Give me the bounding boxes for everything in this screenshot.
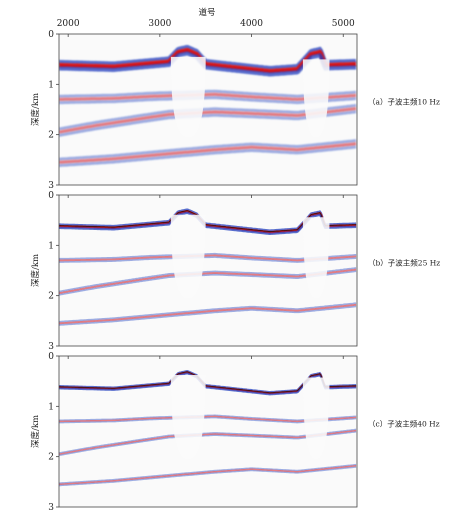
y-tick-label: 1	[48, 402, 54, 412]
panel-caption: （c）子波主频40 Hz	[368, 419, 440, 429]
y-axis-label: 深度/km	[30, 254, 41, 287]
x-tick-label: 5000	[332, 19, 355, 29]
x-tick-label: 3000	[148, 19, 171, 29]
top-axis-label: 道号	[198, 7, 215, 18]
y-tick-label: 2	[48, 131, 54, 141]
salt-shadow-zone	[302, 377, 330, 460]
reflector-lobe-lower	[59, 466, 357, 487]
plot-frame	[58, 355, 358, 508]
y-tick-label: 2	[48, 292, 54, 302]
reflector-lobe-lower	[59, 305, 357, 326]
y-tick-label: 3	[48, 503, 54, 513]
y-tick-label: 3	[48, 342, 54, 352]
plot-frame	[58, 33, 358, 186]
salt-shadow-zone	[170, 375, 206, 460]
y-tick-label: 3	[48, 181, 54, 191]
reflector-lobe-center	[59, 142, 357, 164]
y-tick-label: 1	[48, 80, 54, 90]
seismic-image	[59, 45, 357, 167]
y-tick-label: 1	[48, 241, 54, 251]
panel-caption: （a）子波主频10 Hz	[368, 97, 440, 107]
reflector-lobe-upper	[59, 139, 357, 161]
reflector-lobe-upper	[59, 302, 357, 323]
panel-caption: （b）子波主频25 Hz	[368, 258, 440, 268]
reflector-lobe-center	[59, 48, 357, 74]
panel-1: 0 1 2 3 深度/km （a）子波主频10 Hz	[30, 30, 440, 191]
plot-frame	[58, 194, 358, 347]
y-axis-label: 深度/km	[30, 93, 41, 126]
seismic-image	[59, 208, 357, 326]
reflector-lobe-center	[59, 465, 357, 486]
y-tick-label: 0	[48, 191, 54, 201]
y-axis-label: 深度/km	[30, 415, 41, 448]
panel-3: 0 1 2 3 深度/km （c）子波主频40 Hz	[30, 352, 440, 513]
panels-group: 2000 3000 4000 5000 0 1 2 3 深度/km （a）子波主频10 Hz 0 1 2…	[30, 19, 440, 513]
salt-shadow-zone	[170, 56, 206, 138]
y-tick-label: 2	[48, 453, 54, 463]
x-tick-label: 4000	[240, 19, 263, 29]
panel-2: 0 1 2 3 深度/km （b）子波主频25 Hz	[30, 191, 440, 352]
reflector-lobe-center	[59, 303, 357, 325]
reflector-lobe-lower	[59, 145, 357, 167]
salt-shadow-zone	[170, 214, 206, 299]
y-tick-label: 0	[48, 30, 54, 40]
salt-shadow-zone	[302, 217, 330, 299]
x-tick-label: 2000	[57, 19, 80, 29]
salt-shadow-zone	[302, 59, 330, 138]
seismic-image	[59, 370, 357, 487]
reflector-lobe-upper	[59, 463, 357, 484]
y-tick-label: 0	[48, 352, 54, 362]
